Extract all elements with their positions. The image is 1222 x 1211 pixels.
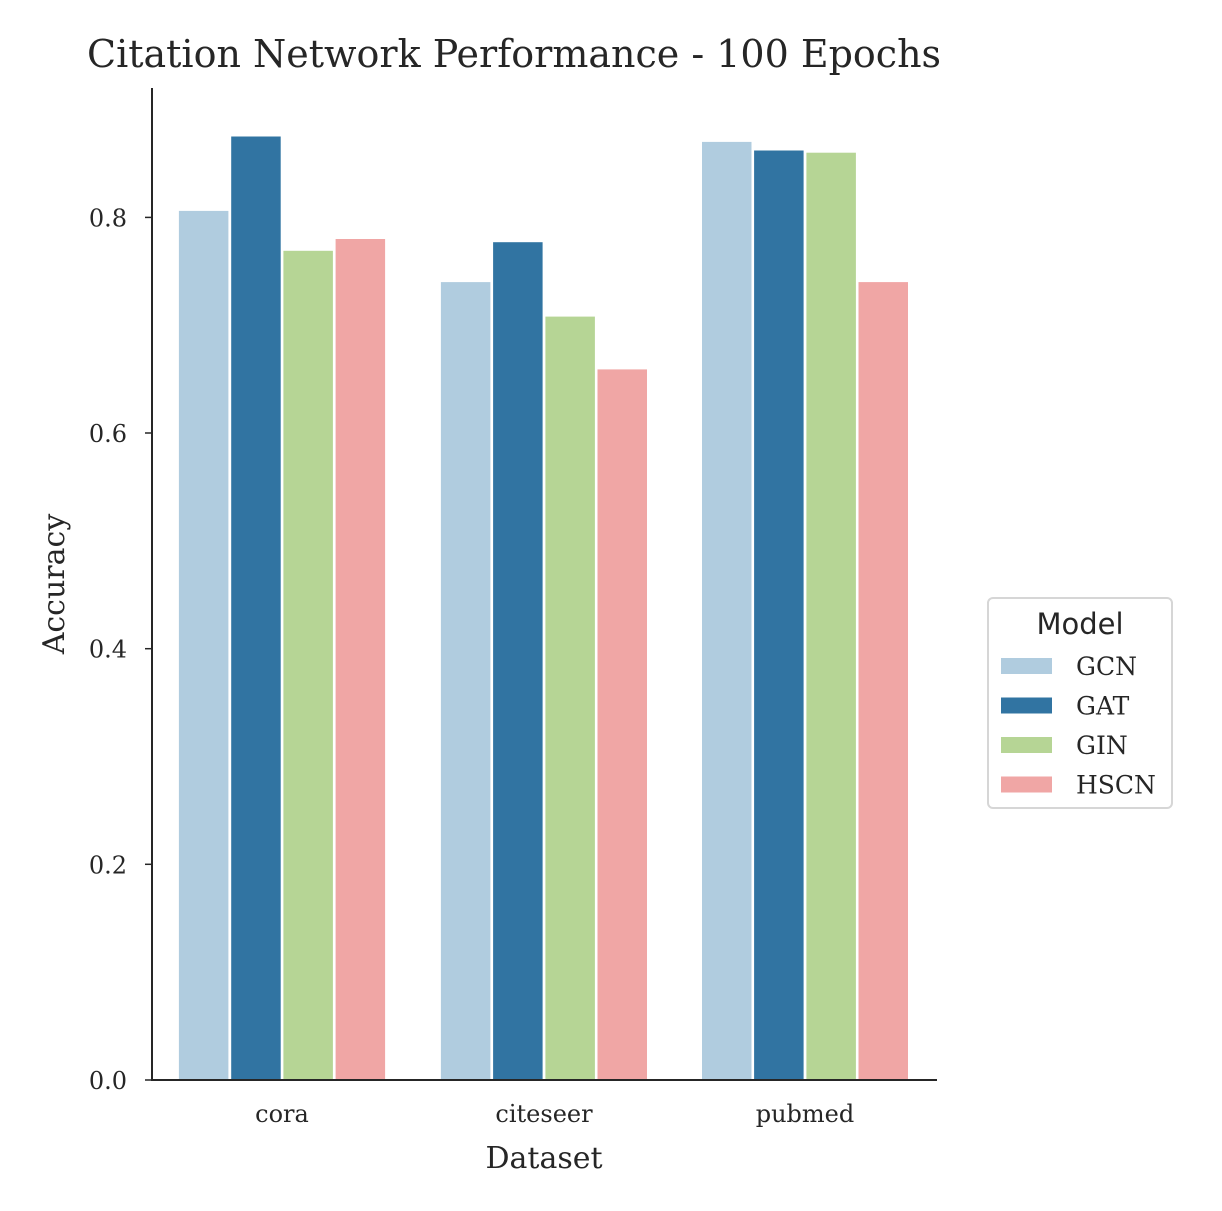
bar-hscn-citeseer [597, 369, 647, 1080]
bar-gat-pubmed [754, 150, 804, 1080]
legend-label-gcn: GCN [1076, 652, 1137, 681]
legend-label-gin: GIN [1076, 731, 1128, 760]
legend-label-gat: GAT [1076, 692, 1130, 721]
bar-hscn-cora [335, 239, 386, 1080]
y-ticks-group: 0.0 0.2 0.4 0.6 0.8 [89, 204, 152, 1095]
legend-items: GCN GAT GIN HSCN [1001, 652, 1156, 800]
y-axis-label: Accuracy [37, 514, 72, 656]
legend: Model GCN GAT GIN HSCN [987, 597, 1173, 809]
x-axis-label: Dataset [485, 1141, 602, 1176]
legend-title: Model [1036, 607, 1123, 641]
legend-swatch-gat [1001, 697, 1052, 714]
legend-swatch-gcn [1001, 658, 1052, 674]
y-tick-label: 0.2 [89, 851, 127, 879]
bar-gcn-pubmed [702, 141, 752, 1080]
bar-gin-citeseer [545, 316, 595, 1081]
x-tick-label-citeseer: citeseer [495, 1100, 593, 1128]
bar-gat-cora [231, 136, 281, 1080]
x-tick-label-pubmed: pubmed [756, 1100, 855, 1128]
bar-gat-citeseer [493, 242, 543, 1080]
bar-gcn-cora [178, 210, 229, 1080]
bar-hscn-pubmed [858, 282, 908, 1081]
bars-group [178, 136, 908, 1081]
y-tick-label: 0.0 [89, 1067, 127, 1095]
legend-swatch-hscn [1001, 776, 1052, 793]
legend-frame [987, 597, 1173, 809]
legend-swatch-gin [1001, 737, 1052, 753]
bar-gcn-citeseer [440, 282, 491, 1081]
legend-label-hscn: HSCN [1076, 771, 1156, 800]
y-tick-label: 0.8 [89, 204, 127, 232]
chart-title: Citation Network Performance - 100 Epoch… [87, 32, 941, 76]
bar-gin-pubmed [806, 152, 856, 1080]
x-tick-label-cora: cora [255, 1100, 309, 1128]
y-tick-label: 0.4 [89, 636, 127, 664]
x-ticks-group: cora citeseer pubmed [255, 1100, 854, 1128]
bar-gin-cora [283, 250, 333, 1081]
y-tick-label: 0.6 [89, 420, 127, 448]
